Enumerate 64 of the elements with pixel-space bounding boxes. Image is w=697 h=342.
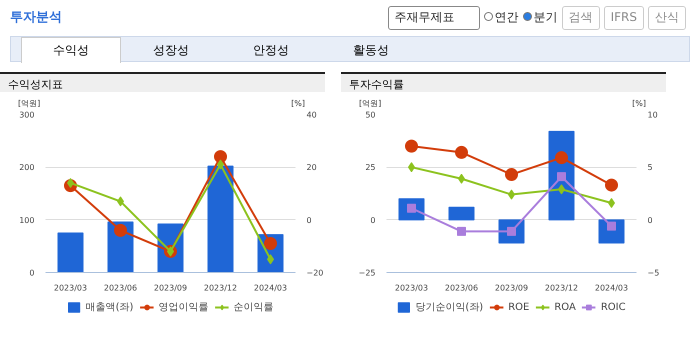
y-axis-title: [억원] — [18, 98, 40, 110]
y2-axis-title: [%] — [291, 98, 305, 110]
x-tick-label: 2023/12 — [204, 284, 238, 292]
y-tick-label: 50 — [365, 110, 376, 120]
point — [405, 140, 418, 153]
bar — [208, 166, 234, 272]
x-tick-label: 2023/06 — [444, 284, 478, 292]
point — [114, 224, 127, 237]
x-tick-label: 2024/03 — [254, 284, 288, 292]
point — [214, 150, 227, 164]
y2-tick-label: 20 — [306, 163, 317, 172]
legend-label: ROA — [554, 302, 576, 312]
chart-title: 투자수익률 — [341, 72, 666, 92]
point — [264, 237, 277, 250]
bar — [58, 232, 84, 272]
x-tick-label: 2023/09 — [494, 284, 528, 292]
y2-tick-label: −20 — [306, 268, 324, 278]
y-tick-label: 0 — [29, 268, 35, 278]
y-tick-label: 0 — [370, 216, 376, 225]
x-tick-label: 2023/03 — [394, 284, 428, 292]
text: 주재무제표 — [388, 6, 480, 30]
x-tick-label: 2023/12 — [544, 284, 578, 292]
text: 연간 — [494, 10, 519, 24]
x-tick-label: 2023/09 — [154, 284, 188, 292]
text: 투자분석 — [10, 8, 62, 27]
point — [557, 172, 566, 182]
text: 수익성 — [21, 37, 121, 64]
y-tick-label: 25 — [365, 163, 376, 172]
text: 산식 — [648, 6, 686, 30]
point — [607, 222, 616, 231]
text: IFRS — [604, 6, 644, 30]
point — [457, 226, 466, 236]
legend-label: ROE — [508, 302, 530, 312]
legend-label: 순이익률 — [233, 301, 274, 314]
x-tick-label: 2023/03 — [54, 284, 88, 292]
y2-tick-label: 0 — [648, 216, 653, 225]
text: 검색 — [562, 6, 600, 30]
y2-tick-label: 0 — [306, 216, 312, 225]
point — [555, 151, 568, 164]
y-axis-title: [억원] — [359, 98, 382, 110]
y2-tick-label: −5 — [648, 268, 660, 278]
text: 성장성 — [152, 42, 190, 59]
point — [605, 178, 618, 192]
y2-axis-title: [%] — [632, 98, 646, 110]
y-tick-label: 100 — [19, 216, 35, 225]
y2-tick-label: 10 — [648, 110, 658, 120]
y-tick-label: −25 — [358, 268, 376, 278]
y-tick-label: 200 — [19, 163, 35, 172]
legend-label: 매출액(좌) — [86, 301, 134, 314]
legend-label: 당기순이익(좌) — [415, 301, 484, 314]
point — [505, 168, 518, 182]
text: 활동성 — [352, 42, 390, 59]
text: 분기 — [534, 10, 558, 24]
y2-tick-label: 40 — [306, 110, 317, 120]
bar — [448, 206, 474, 220]
point — [455, 146, 468, 159]
y-tick-label: 300 — [19, 110, 35, 120]
x-tick-label: 2023/06 — [104, 284, 138, 292]
y2-tick-label: 5 — [648, 163, 653, 172]
chart-title: 수익성지표 — [0, 72, 325, 92]
text: 안정성 — [252, 42, 290, 59]
x-tick-label: 2024/03 — [594, 284, 628, 292]
legend-label: 영업이익률 — [158, 301, 208, 314]
legend-label: ROIC — [600, 302, 626, 312]
